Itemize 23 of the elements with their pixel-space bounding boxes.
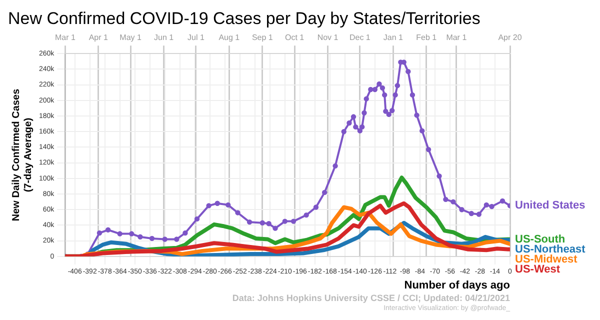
x2-tick-label: Dec 1 — [349, 33, 371, 42]
text: Data: Johns Hopkins University CSSE / CCI; Updated: 04/21/2021 — [232, 293, 510, 303]
series-label: US-South — [515, 233, 566, 246]
chart-title: New Confirmed COVID-19 Cases per Day by States/Territories — [8, 8, 482, 30]
x2-tick-label: Jul 1 — [187, 33, 205, 42]
x2-tick-label: Sep 1 — [252, 33, 274, 42]
x2-tick-label: Oct 1 — [284, 33, 305, 42]
series-label: US-Midwest — [515, 253, 578, 266]
x2-tick-label: Nov 1 — [317, 33, 339, 42]
x2-tick-label: Apr 1 — [88, 33, 109, 42]
x2-tick-label: Apr 20 — [498, 33, 522, 42]
x2-tick-label: May 1 — [120, 33, 142, 42]
series-label: United States — [515, 200, 586, 212]
x2-tick-label: Aug 1 — [218, 33, 240, 42]
x-axis-title: Number of days ago — [404, 279, 510, 292]
series-label: US-West — [515, 263, 560, 276]
x2-tick-label: Jan 1 — [383, 33, 404, 42]
series-label: US-Northeast — [515, 243, 586, 256]
x2-tick-label: Jun 1 — [154, 33, 174, 42]
x2-tick-label: Feb 1 — [416, 33, 438, 42]
x2-tick-label: Mar 1 — [446, 33, 468, 42]
y-axis-title: New Daily Confirmed Cases (7-day Average) — [10, 88, 34, 222]
x2-tick-label: Mar 1 — [54, 33, 76, 42]
